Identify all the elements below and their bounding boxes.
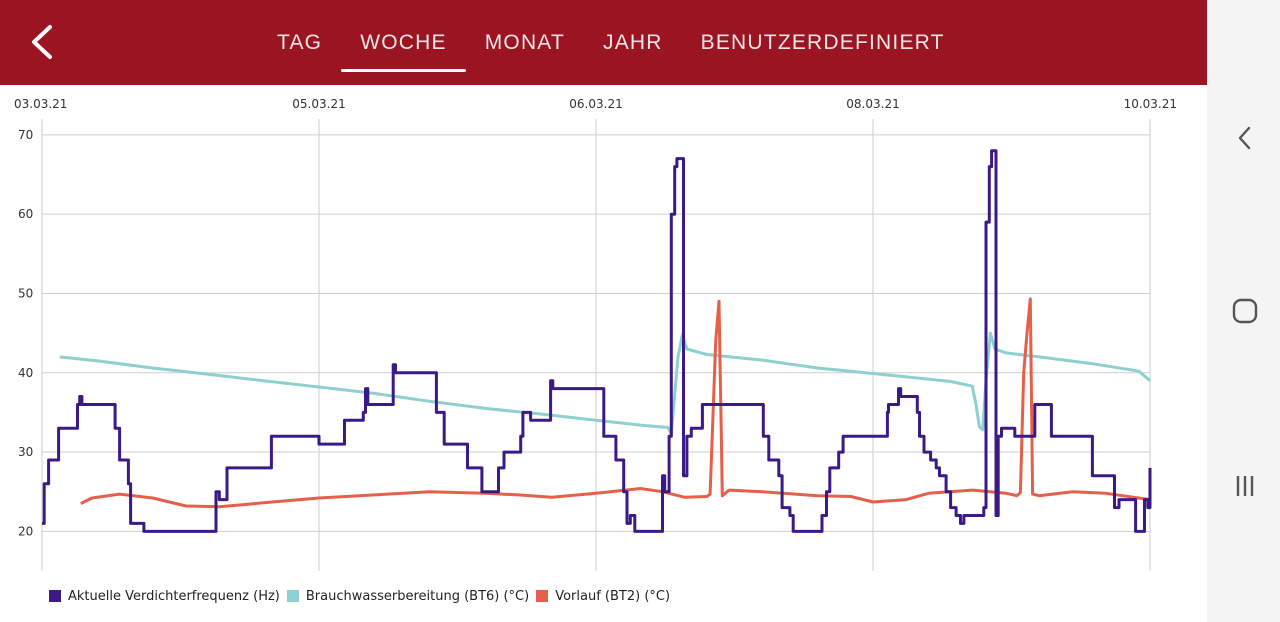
series-line <box>42 149 1152 533</box>
legend-swatch <box>536 590 549 602</box>
y-tick-label: 50 <box>18 286 33 300</box>
tab-label: JAHR <box>603 30 663 54</box>
y-tick-label: 20 <box>18 524 33 538</box>
nav-back-icon <box>1238 126 1251 150</box>
y-tick-label: 60 <box>18 207 33 221</box>
back-button[interactable] <box>22 18 66 66</box>
series-line <box>80 297 1151 509</box>
y-tick-label: 70 <box>18 128 33 142</box>
x-tick-label: 06.03.21 <box>569 97 622 111</box>
chart-area[interactable]: 20 30 40 50 60 70 03.03.21 05.03.21 06.03.21 08.0… <box>0 85 1207 585</box>
legend-item[interactable]: Vorlauf (BT2) (°C) <box>536 589 670 604</box>
tab-label: MONAT <box>484 30 565 54</box>
legend-label: Brauchwasserbereitung (BT6) (°C) <box>305 588 530 604</box>
tab-tag[interactable]: TAG <box>258 0 341 85</box>
tab-benutzerdefiniert[interactable]: BENUTZERDEFINIERT <box>682 0 964 85</box>
legend-item[interactable]: Brauchwasserbereitung (BT6) (°C) <box>286 588 530 604</box>
system-nav-bar <box>1207 0 1280 622</box>
y-tick-label: 40 <box>18 366 33 380</box>
legend-item[interactable]: Aktuelle Verdichterfrequenz (Hz) <box>49 589 280 604</box>
tab-monat[interactable]: MONAT <box>466 0 584 85</box>
x-tick-label: 03.03.21 <box>14 97 67 111</box>
legend-swatch <box>286 590 299 602</box>
x-tick-label: 08.03.21 <box>846 97 899 111</box>
legend-label: Vorlauf (BT2) (°C) <box>555 588 671 604</box>
app-screen: TAG WOCHE MONAT JAHR BENUTZERDEFINIERT 2… <box>0 0 1207 606</box>
top-bar: TAG WOCHE MONAT JAHR BENUTZERDEFINIERT <box>0 0 1207 85</box>
x-tick-label: 05.03.21 <box>292 97 345 111</box>
nav-back-button[interactable] <box>1225 118 1265 158</box>
x-tick-label: 10.03.21 <box>1124 97 1177 111</box>
chevron-left-icon <box>32 25 52 59</box>
tab-woche[interactable]: WOCHE <box>341 0 466 85</box>
tab-label: BENUTZERDEFINIERT <box>700 30 945 54</box>
tab-label: TAG <box>277 30 323 54</box>
legend-swatch <box>49 590 61 602</box>
legend-label: Aktuelle Verdichterfrequenz (Hz) <box>68 588 280 604</box>
tab-label: WOCHE <box>360 30 447 54</box>
chart-legend: Aktuelle Verdichterfrequenz (Hz) Brauchw… <box>49 586 677 606</box>
nav-recents-icon <box>1236 476 1254 496</box>
nav-home-icon <box>1232 298 1258 324</box>
nav-recents-button[interactable] <box>1225 466 1265 506</box>
nav-home-button[interactable] <box>1225 291 1265 331</box>
y-tick-label: 30 <box>18 445 33 459</box>
tab-jahr[interactable]: JAHR <box>584 0 682 85</box>
period-tabs: TAG WOCHE MONAT JAHR BENUTZERDEFINIERT <box>258 0 964 85</box>
line-chart[interactable]: 20 30 40 50 60 70 03.03.21 05.03.21 06.03.21 08.0… <box>0 85 1207 585</box>
